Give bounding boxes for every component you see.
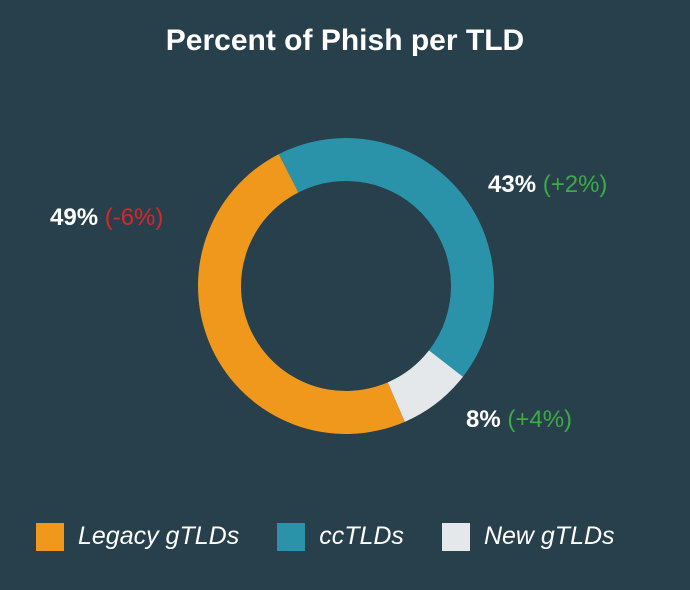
change-label: (+4%) (507, 406, 573, 433)
legend-label: New gTLDs (483, 522, 615, 550)
chart-title: Percent of Phish per TLD (165, 24, 525, 57)
legend-swatch (36, 522, 64, 551)
legend: Legacy gTLDs ccTLDs New gTLDs (36, 522, 653, 551)
slice-cctlds (278, 138, 495, 377)
slice-new-gtlds (387, 350, 463, 422)
legend-label: ccTLDs (319, 522, 404, 550)
change-label: (+2%) (542, 171, 608, 198)
legend-item-legacy: Legacy gTLDs (36, 522, 239, 551)
legend-swatch (441, 522, 470, 551)
label-cctld: 43% (+2%) (488, 171, 607, 199)
legend-swatch (277, 522, 306, 551)
label-legacy: 49% (-6%) (50, 204, 163, 232)
value-label: 8% (466, 406, 501, 433)
change-label: (-6%) (104, 204, 164, 231)
legend-label: Legacy gTLDs (78, 522, 240, 550)
label-new-gtld: 8% (+4%) (466, 406, 572, 434)
legend-item-new-gtld: New gTLDs (441, 522, 615, 551)
legend-item-cctld: ccTLDs (277, 522, 404, 551)
slice-legacy-gtlds (197, 154, 405, 435)
value-label: 43% (488, 171, 537, 198)
value-label: 49% (50, 204, 99, 231)
